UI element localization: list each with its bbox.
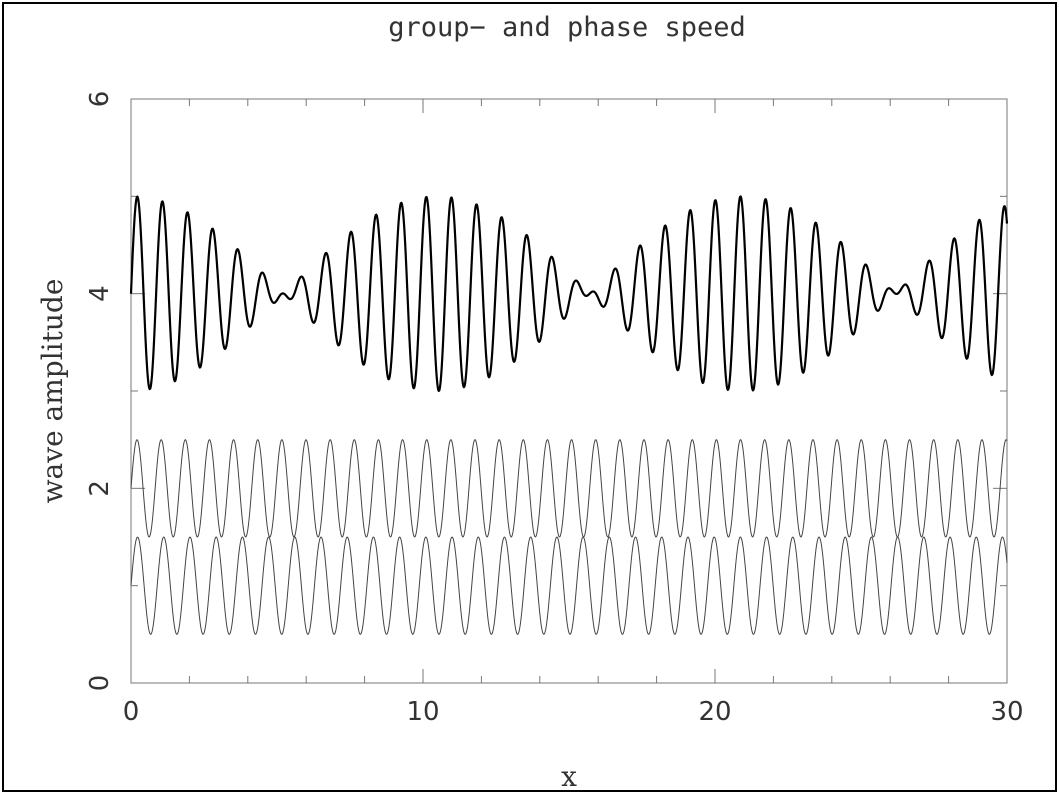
y-tick-label: 6 [85,91,115,108]
axis-ticks [130,98,1008,684]
plot-area [130,98,1008,684]
chart-title: group− and phase speed [388,12,746,43]
x-tick-label: 10 [406,697,439,727]
x-axis-label: x [561,760,577,793]
y-tick-label: 2 [85,480,115,497]
x-tick-label: 20 [698,697,731,727]
x-tick-label: 0 [123,697,140,727]
series-line-0 [130,536,1008,635]
y-axis-label: wave amplitude [36,279,69,504]
tick-labels: 0 10 20 30 0 2 4 6 [85,91,1024,727]
series-line-1 [130,439,1008,538]
y-tick-label: 4 [85,285,115,302]
series-line-2 [129,195,1009,393]
y-tick-label: 0 [85,675,115,692]
series-lines [129,195,1009,635]
x-tick-label: 30 [990,697,1023,727]
